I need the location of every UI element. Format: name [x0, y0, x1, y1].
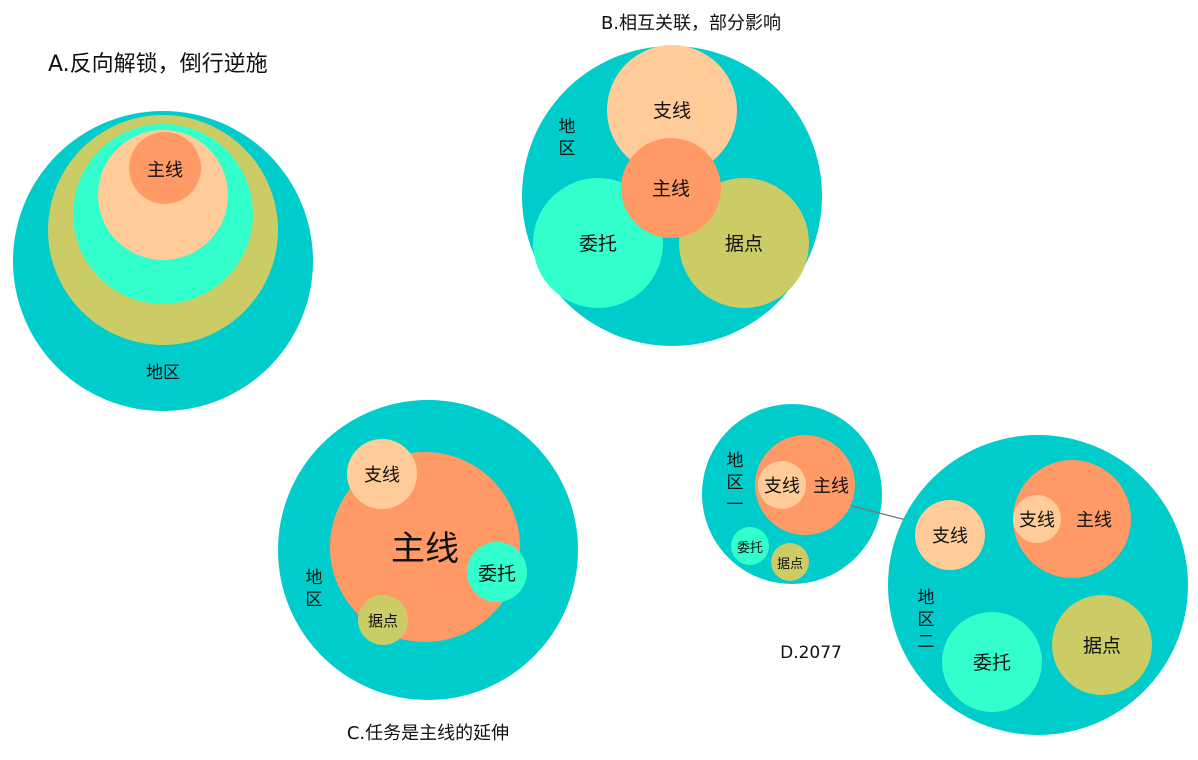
panel-c-stronghold-circle: [358, 595, 408, 645]
panel-a-main-circle: [129, 132, 201, 204]
panel-d-region-two-commission-circle: [942, 612, 1042, 712]
panel-c-title: C.任务是主线的延伸: [347, 723, 509, 744]
panel-b-side-circle: [607, 45, 737, 175]
panel-c-commission-circle: [467, 542, 527, 602]
panel-d-region-two-label: 地区二: [918, 588, 935, 652]
panel-d-region-two-main-circle: [1013, 460, 1131, 578]
panel-b-stronghold-label: 据点: [725, 233, 763, 255]
panel-a-region-label: 地区: [146, 363, 180, 383]
panel-d-region-one-side-circle: [758, 461, 806, 509]
panel-a-main-label: 主线: [147, 160, 183, 181]
panel-d-region-one-commission-label: 委托: [737, 541, 763, 556]
panel-d-region-two-main-side-label: 支线: [1019, 510, 1055, 531]
panel-b: B.相互关联，部分影响 支线 主线 委托 据点 地区: [522, 13, 822, 346]
panel-b-main-circle: [621, 138, 721, 238]
panel-d-region-one-stronghold-label: 据点: [777, 557, 803, 572]
panel-a-title: A.反向解锁，倒行逆施: [48, 52, 268, 77]
panel-b-region-label: 地区: [559, 117, 576, 159]
panel-d-region-one-side-label: 支线: [764, 476, 800, 497]
panel-c-region-label: 地区: [306, 568, 323, 610]
panel-c: 主线 支线 委托 据点 地区 C.任务是主线的延伸: [278, 400, 578, 744]
panel-b-side-label: 支线: [653, 100, 691, 122]
panel-d-region-two-side-circle: [915, 500, 985, 570]
panel-d-region-one-label: 地区一: [727, 451, 744, 515]
panel-d-region-two-commission-label: 委托: [973, 652, 1011, 674]
panel-d-region-one-stronghold-circle: [771, 543, 809, 581]
panel-b-commission-label: 委托: [579, 233, 617, 255]
panel-b-main-label: 主线: [652, 178, 690, 200]
panel-c-commission-label: 委托: [478, 563, 516, 585]
panel-c-side-label: 支线: [364, 465, 400, 486]
panel-d-region-two-main-side-circle: [1013, 495, 1061, 543]
panel-c-stronghold-label: 据点: [368, 612, 398, 630]
panel-c-main-label: 主线: [391, 529, 459, 569]
panel-d-title: D.2077: [780, 643, 842, 663]
panel-d-region-two-side-label: 支线: [932, 526, 968, 547]
panel-d-region-two-stronghold-circle: [1052, 595, 1152, 695]
panel-d-region-one-commission-circle: [731, 527, 769, 565]
panel-b-title: B.相互关联，部分影响: [601, 13, 781, 34]
panel-d-region-two-main-label: 主线: [1076, 510, 1112, 531]
panel-d-region-two-stronghold-label: 据点: [1083, 635, 1121, 657]
panel-c-side-circle: [347, 439, 417, 509]
panel-d-region-one-main-label: 主线: [813, 476, 849, 497]
panel-d: 支线 主线 委托 据点 地区一 支线 支线 主线 委托 据点 地区二 D.207…: [702, 404, 1188, 735]
panel-a: A.反向解锁，倒行逆施 主线 地区: [13, 52, 313, 411]
